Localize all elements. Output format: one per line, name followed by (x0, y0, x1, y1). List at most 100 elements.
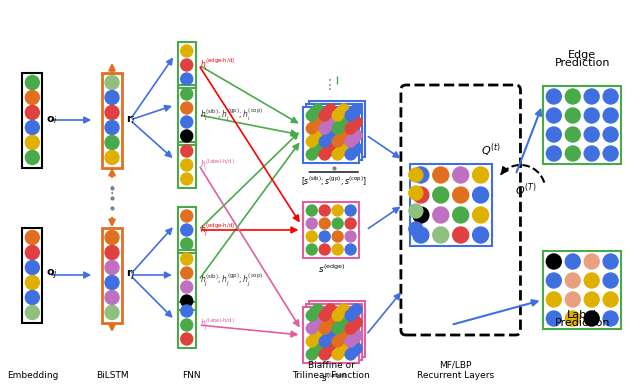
Circle shape (105, 90, 119, 105)
Circle shape (309, 307, 320, 318)
FancyBboxPatch shape (303, 307, 359, 363)
Circle shape (26, 245, 39, 259)
Circle shape (584, 89, 599, 104)
Circle shape (332, 244, 343, 255)
Text: FNN: FNN (182, 371, 201, 380)
Circle shape (105, 305, 119, 319)
Circle shape (309, 333, 320, 344)
Circle shape (307, 336, 317, 347)
Circle shape (338, 130, 349, 141)
Circle shape (603, 146, 618, 161)
Circle shape (322, 133, 333, 144)
FancyBboxPatch shape (401, 85, 520, 335)
Circle shape (603, 311, 618, 326)
Circle shape (351, 143, 362, 154)
Circle shape (26, 106, 39, 119)
Circle shape (319, 349, 330, 360)
Circle shape (325, 330, 336, 341)
Circle shape (351, 104, 362, 115)
Circle shape (322, 146, 333, 157)
Circle shape (409, 168, 423, 182)
Circle shape (180, 305, 193, 317)
Circle shape (584, 292, 599, 307)
Circle shape (180, 224, 193, 236)
Circle shape (312, 330, 323, 341)
Circle shape (312, 130, 323, 141)
Circle shape (348, 320, 359, 331)
FancyBboxPatch shape (543, 86, 621, 164)
Circle shape (312, 104, 323, 115)
Circle shape (309, 346, 320, 357)
Text: MF/LBP
Recurrent Layers: MF/LBP Recurrent Layers (417, 361, 494, 380)
Circle shape (603, 127, 618, 142)
Circle shape (565, 146, 580, 161)
FancyBboxPatch shape (303, 107, 359, 163)
Circle shape (332, 136, 343, 147)
Circle shape (409, 204, 423, 218)
Circle shape (105, 121, 119, 135)
Circle shape (472, 187, 488, 203)
Circle shape (351, 330, 362, 341)
Circle shape (105, 291, 119, 305)
Circle shape (565, 108, 580, 123)
Circle shape (180, 238, 193, 250)
Text: $h_i^{(\mathrm{edge\text{-}h/d})}$: $h_i^{(\mathrm{edge\text{-}h/d})}$ (200, 57, 235, 73)
Circle shape (433, 187, 449, 203)
Circle shape (180, 116, 193, 128)
Circle shape (319, 149, 330, 160)
Circle shape (319, 123, 330, 134)
Circle shape (180, 281, 193, 293)
Circle shape (307, 205, 317, 216)
Circle shape (325, 130, 336, 141)
Text: $s^{(\mathrm{label})}$: $s^{(\mathrm{label})}$ (321, 372, 348, 385)
Circle shape (547, 127, 561, 142)
Circle shape (433, 167, 449, 183)
Circle shape (105, 275, 119, 289)
Text: Prediction: Prediction (554, 58, 610, 68)
Text: $Q^{(T)}$: $Q^{(T)}$ (515, 181, 537, 199)
Circle shape (307, 323, 317, 334)
Circle shape (105, 135, 119, 149)
Circle shape (335, 320, 346, 331)
Circle shape (307, 244, 317, 255)
Circle shape (180, 130, 193, 142)
Circle shape (180, 253, 193, 265)
Circle shape (180, 333, 193, 345)
Circle shape (584, 146, 599, 161)
Circle shape (345, 110, 356, 121)
Circle shape (338, 304, 349, 315)
Circle shape (180, 210, 193, 222)
Circle shape (307, 123, 317, 134)
Circle shape (307, 310, 317, 321)
Circle shape (547, 146, 561, 161)
Circle shape (319, 136, 330, 147)
Circle shape (345, 218, 356, 229)
Circle shape (603, 254, 618, 269)
Circle shape (319, 323, 330, 334)
Circle shape (335, 146, 346, 157)
FancyBboxPatch shape (543, 251, 621, 329)
Circle shape (584, 254, 599, 269)
Circle shape (547, 273, 561, 288)
Text: $\mathbf{o}_j$: $\mathbf{o}_j$ (46, 268, 58, 282)
Circle shape (338, 104, 349, 115)
Circle shape (565, 254, 580, 269)
Circle shape (26, 90, 39, 105)
Circle shape (312, 304, 323, 315)
Circle shape (105, 245, 119, 259)
Circle shape (325, 304, 336, 315)
FancyBboxPatch shape (309, 301, 365, 357)
Circle shape (332, 310, 343, 321)
Circle shape (584, 273, 599, 288)
Circle shape (332, 123, 343, 134)
Circle shape (452, 207, 468, 223)
Circle shape (332, 231, 343, 242)
Circle shape (547, 311, 561, 326)
Circle shape (312, 343, 323, 354)
Circle shape (345, 349, 356, 360)
Text: $h_i^{(\mathrm{label\text{-}h/d})}$: $h_i^{(\mathrm{label\text{-}h/d})}$ (200, 157, 234, 173)
Circle shape (180, 73, 193, 85)
Text: $Q^{(t)}$: $Q^{(t)}$ (481, 141, 500, 159)
Circle shape (335, 333, 346, 344)
Circle shape (332, 149, 343, 160)
